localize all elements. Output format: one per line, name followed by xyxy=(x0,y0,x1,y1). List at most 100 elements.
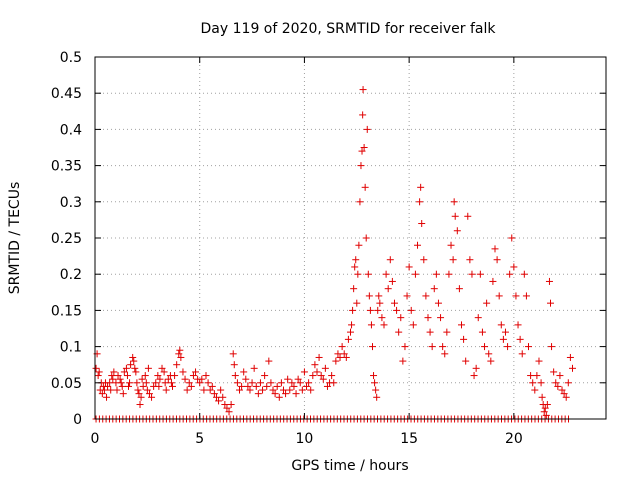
data-point xyxy=(114,372,122,380)
data-point xyxy=(380,321,388,329)
data-point xyxy=(420,256,428,264)
data-point xyxy=(181,375,189,383)
data-point xyxy=(428,343,436,351)
data-point xyxy=(196,379,204,387)
data-point xyxy=(269,386,277,394)
data-point xyxy=(338,343,346,351)
data-point xyxy=(298,386,306,394)
data-point xyxy=(189,372,197,380)
data-point xyxy=(351,263,359,271)
data-point xyxy=(129,353,137,361)
tick-labels: 0 0.05 0.1 0.15 0.2 0.25 0.3 0.35 0.4 0.45 0.5 0 5 10… xyxy=(51,50,523,447)
data-point xyxy=(271,390,279,398)
data-point xyxy=(168,382,176,390)
data-point xyxy=(259,386,267,394)
data-point xyxy=(552,379,560,387)
data-point xyxy=(462,357,470,365)
data-point xyxy=(119,390,127,398)
data-point xyxy=(296,379,304,387)
data-point xyxy=(556,372,564,380)
data-point xyxy=(183,386,191,394)
data-point xyxy=(286,386,294,394)
data-point xyxy=(405,263,413,271)
data-point xyxy=(548,343,556,351)
data-point xyxy=(533,372,541,380)
data-point xyxy=(562,393,570,401)
data-point xyxy=(248,379,256,387)
data-point xyxy=(275,393,283,401)
y-tick-label: 0.05 xyxy=(51,376,82,392)
data-point xyxy=(158,364,166,372)
data-point xyxy=(522,292,530,300)
data-point xyxy=(162,386,170,394)
data-point xyxy=(439,343,447,351)
data-point xyxy=(305,379,313,387)
data-point xyxy=(256,379,264,387)
data-point xyxy=(531,386,539,394)
data-point xyxy=(250,364,258,372)
data-point xyxy=(363,125,371,133)
data-point xyxy=(254,390,262,398)
data-point xyxy=(386,256,394,264)
data-point xyxy=(457,321,465,329)
data-point xyxy=(219,393,227,401)
data-point xyxy=(527,372,535,380)
data-point xyxy=(127,361,135,369)
data-point xyxy=(126,379,134,387)
data-point xyxy=(143,386,151,394)
data-point xyxy=(141,372,149,380)
data-point xyxy=(236,386,244,394)
y-tick-label: 0.2 xyxy=(60,267,82,283)
y-tick-label: 0.45 xyxy=(51,86,82,102)
data-point xyxy=(136,401,144,409)
x-tick-label: 0 xyxy=(91,431,100,447)
data-point xyxy=(175,350,183,358)
data-point xyxy=(393,306,401,314)
data-point xyxy=(187,382,195,390)
data-point xyxy=(144,364,152,372)
x-tick-label: 5 xyxy=(195,431,204,447)
data-point xyxy=(104,382,112,390)
data-point xyxy=(252,382,260,390)
data-point xyxy=(481,343,489,351)
data-point xyxy=(118,382,126,390)
data-point xyxy=(545,277,553,285)
data-point xyxy=(352,256,360,264)
data-point xyxy=(130,357,138,365)
data-point xyxy=(361,183,369,191)
data-point xyxy=(238,382,246,390)
data-point xyxy=(478,328,486,336)
data-point xyxy=(468,270,476,278)
data-point xyxy=(309,372,317,380)
data-point xyxy=(466,256,474,264)
data-point xyxy=(407,306,415,314)
data-point xyxy=(350,285,358,293)
data-point xyxy=(359,86,367,94)
data-point xyxy=(108,372,116,380)
data-point xyxy=(202,372,210,380)
data-point xyxy=(139,382,147,390)
data-point xyxy=(362,234,370,242)
data-point xyxy=(134,386,142,394)
data-point xyxy=(512,292,520,300)
data-point xyxy=(455,285,463,293)
data-point xyxy=(132,368,140,376)
y-tick-label: 0.25 xyxy=(51,231,82,247)
data-point xyxy=(198,375,206,383)
data-point xyxy=(470,372,478,380)
data-point xyxy=(445,270,453,278)
data-point xyxy=(131,364,139,372)
data-point xyxy=(332,357,340,365)
data-point xyxy=(451,212,459,220)
data-point xyxy=(292,390,300,398)
data-point xyxy=(426,328,434,336)
data-point xyxy=(164,375,172,383)
data-point xyxy=(323,382,331,390)
data-point xyxy=(347,328,354,336)
data-point xyxy=(450,198,458,206)
data-point xyxy=(520,270,528,278)
data-point xyxy=(560,390,568,398)
data-point xyxy=(384,285,392,293)
data-point xyxy=(95,368,103,376)
